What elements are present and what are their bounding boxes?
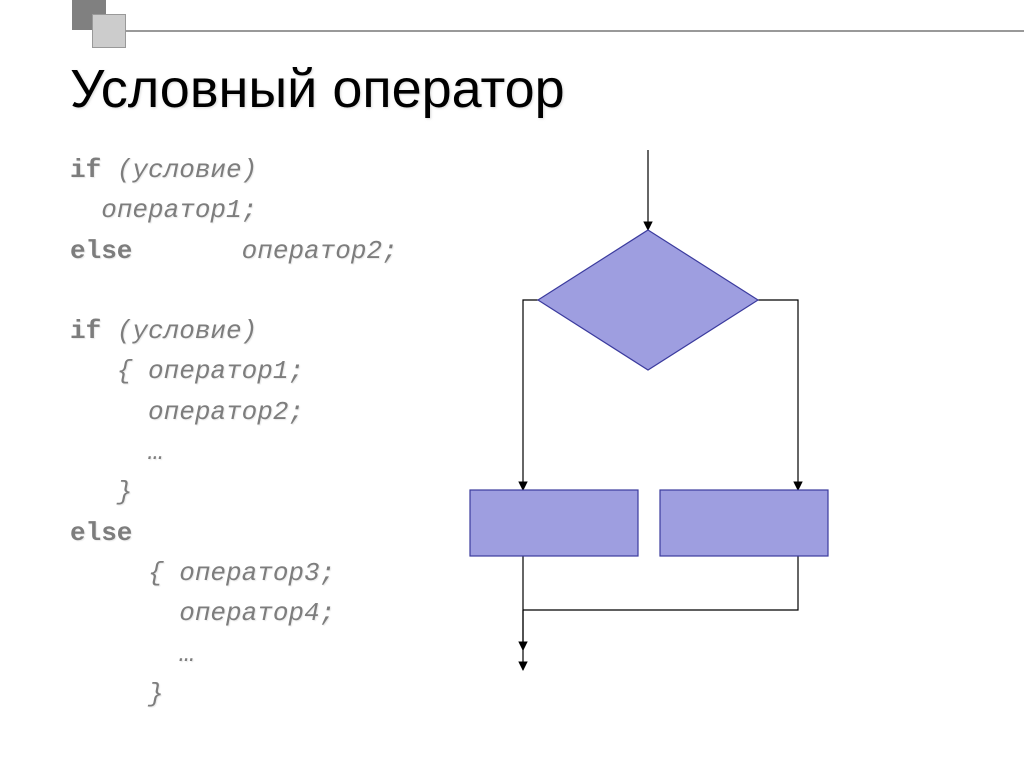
flow-node-decision — [538, 230, 758, 370]
flow-node-left_box — [470, 490, 638, 556]
flowchart-svg — [438, 150, 858, 710]
flowchart — [438, 150, 858, 710]
flow-edge — [523, 300, 538, 490]
slide-body: Условный оператор if (условие) оператор1… — [70, 58, 970, 714]
slide-title: Условный оператор — [70, 58, 970, 120]
flow-edge — [758, 300, 798, 490]
slide-content: if (условие) оператор1;else оператор2; i… — [70, 150, 970, 714]
header-square-light — [92, 14, 126, 48]
header-rule — [126, 30, 1024, 32]
flow-edge — [523, 556, 798, 610]
code-block: if (условие) оператор1;else оператор2; i… — [70, 150, 398, 714]
flow-node-right_box — [660, 490, 828, 556]
